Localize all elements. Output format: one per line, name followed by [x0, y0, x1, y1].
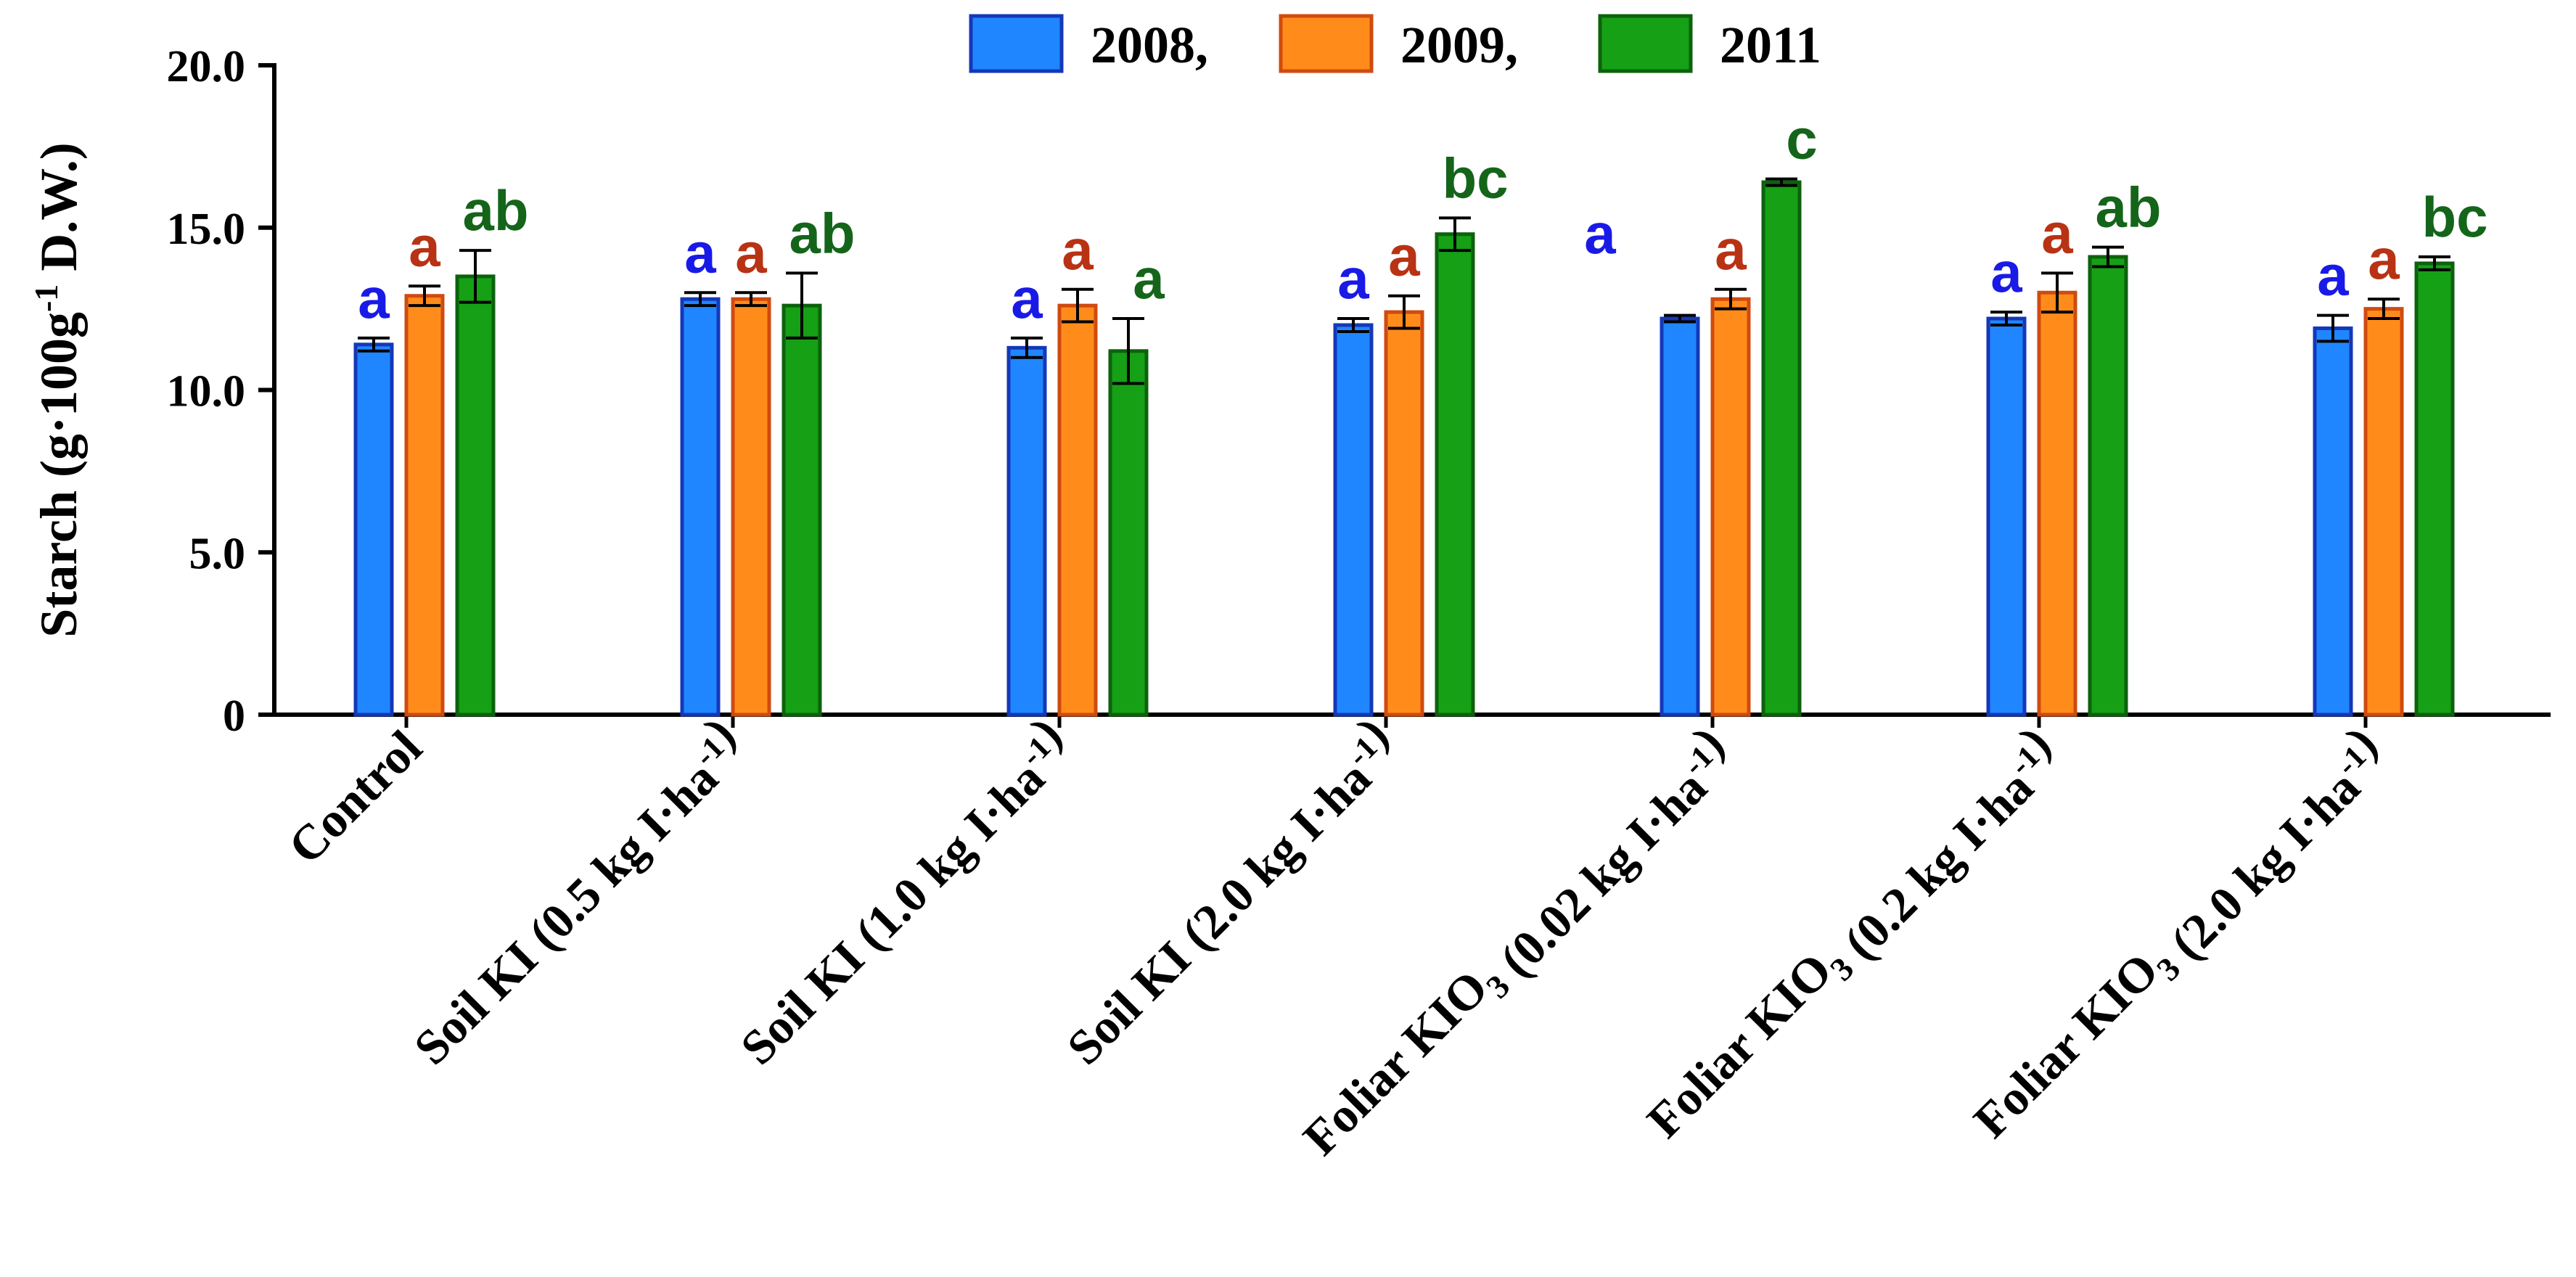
- significance-letter-1-6: a: [2368, 227, 2400, 291]
- significance-letter-0-0: a: [358, 266, 390, 330]
- category-label-3: Soil KI (2.0 kg I·ha-1): [1043, 706, 1411, 1075]
- y-tick-label-0: 0: [223, 691, 245, 741]
- bar-2009-6: [2363, 307, 2404, 717]
- legend-label-0: 2008,: [1091, 16, 1208, 74]
- bar-2009-5: [2037, 290, 2077, 717]
- y-tick-label-3: 15.0: [167, 205, 246, 254]
- category-label-0: Control: [277, 720, 432, 874]
- bar-2008-0: [353, 342, 394, 717]
- legend-swatch-2: [1598, 14, 1693, 73]
- significance-letter-2-1: ab: [789, 201, 855, 265]
- bar-2011-2: [1108, 349, 1149, 717]
- bar-2009-2: [1057, 303, 1098, 717]
- y-axis-title: Starch (g·100g-1 D.W.): [28, 142, 88, 637]
- significance-letter-2-2: a: [1133, 247, 1165, 311]
- significance-letter-2-6: bc: [2421, 185, 2487, 249]
- legend-swatch-1: [1279, 14, 1374, 73]
- significance-letter-2-3: bc: [1442, 146, 1508, 210]
- significance-letter-1-5: a: [2041, 201, 2073, 265]
- significance-letter-2-0: ab: [462, 178, 528, 242]
- significance-letter-0-2: a: [1011, 266, 1043, 330]
- bar-2008-6: [2313, 326, 2353, 717]
- significance-letter-1-3: a: [1388, 224, 1420, 288]
- category-label-2: Soil KI (1.0 kg I·ha-1): [716, 706, 1085, 1075]
- bar-2008-2: [1006, 345, 1047, 717]
- bar-2008-5: [1986, 316, 2027, 717]
- bar-2009-0: [404, 294, 445, 717]
- bar-2011-5: [2088, 255, 2128, 717]
- bar-2009-1: [731, 297, 771, 717]
- category-label-1: Soil KI (0.5 kg I·ha-1): [390, 706, 758, 1075]
- y-tick-label-1: 5.0: [189, 529, 246, 578]
- bar-2008-1: [680, 297, 721, 717]
- significance-letter-0-4: a: [1584, 202, 1616, 266]
- y-tick-label-2: 10.0: [167, 367, 246, 416]
- legend-swatch-0: [969, 14, 1064, 73]
- legend-label-2: 2011: [1720, 16, 1821, 74]
- bar-2008-3: [1333, 323, 1374, 717]
- significance-letter-1-0: a: [409, 214, 440, 278]
- bar-2011-1: [782, 303, 822, 717]
- bar-2011-4: [1761, 180, 1802, 717]
- significance-letter-0-1: a: [684, 221, 716, 284]
- significance-letter-1-4: a: [1715, 218, 1747, 282]
- significance-letter-2-4: c: [1786, 107, 1817, 171]
- bar-2011-6: [2414, 261, 2455, 717]
- bar-2011-3: [1435, 232, 1475, 717]
- significance-letter-1-2: a: [1062, 218, 1094, 282]
- legend-label-1: 2009,: [1400, 16, 1518, 74]
- bar-2011-0: [455, 274, 496, 717]
- bar-2009-3: [1384, 310, 1424, 717]
- bar-2008-4: [1660, 316, 1700, 717]
- significance-letter-0-6: a: [2317, 244, 2349, 308]
- significance-letter-0-3: a: [1337, 247, 1369, 311]
- significance-letter-1-1: a: [735, 221, 767, 284]
- bar-2009-4: [1710, 297, 1751, 717]
- significance-letter-0-5: a: [1990, 240, 2022, 304]
- y-tick-label-4: 20.0: [167, 42, 246, 91]
- significance-letter-2-5: ab: [2095, 176, 2161, 239]
